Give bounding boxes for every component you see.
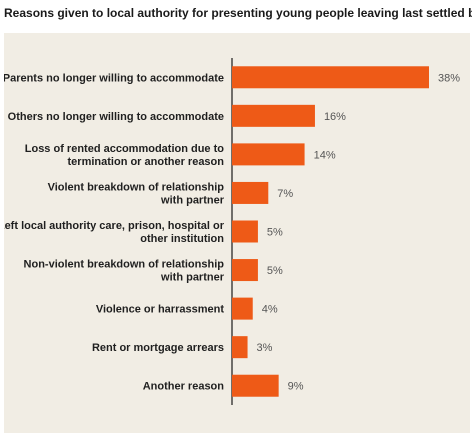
category-label: Another reason	[143, 381, 225, 393]
category-label: Left local authority care, prison, hospi…	[4, 220, 225, 232]
value-label: 9%	[288, 381, 304, 393]
chart-title: Reasons given to local authority for pre…	[4, 6, 472, 20]
category-label: termination or another reason	[68, 156, 225, 168]
bar-chart: 38% Parents no longer willing to accommod…	[4, 58, 460, 405]
value-label: 4%	[262, 304, 278, 316]
bar	[232, 104, 315, 127]
category-label: Parents no longer willing to accommodate	[4, 72, 224, 84]
value-label: 5%	[267, 265, 283, 277]
category-label: other institution	[140, 233, 224, 245]
category-label: Loss of rented accommodation due to	[25, 143, 225, 155]
bar	[232, 181, 269, 204]
value-label: 16%	[324, 111, 346, 123]
bar	[232, 220, 258, 243]
bar	[232, 297, 253, 320]
category-label: with partner	[160, 272, 225, 284]
value-label: 3%	[257, 342, 273, 354]
bar	[232, 66, 429, 89]
category-label: Others no longer willing to accommodate	[8, 111, 224, 123]
value-label: 7%	[277, 188, 293, 200]
bar	[232, 259, 258, 282]
category-label: Violence or harrassment	[96, 304, 225, 316]
category-label: Violent breakdown of relationship	[48, 181, 225, 193]
bar	[232, 143, 305, 166]
value-label: 14%	[314, 149, 336, 161]
bar	[232, 374, 279, 397]
category-label: with partner	[160, 194, 225, 206]
category-label: Rent or mortgage arrears	[92, 342, 224, 354]
value-label: 38%	[438, 72, 460, 84]
value-label: 5%	[267, 227, 283, 239]
category-label: Non-violent breakdown of relationship	[24, 259, 225, 271]
chart-panel: 38% Parents no longer willing to accommod…	[4, 33, 470, 433]
bar	[232, 336, 248, 359]
